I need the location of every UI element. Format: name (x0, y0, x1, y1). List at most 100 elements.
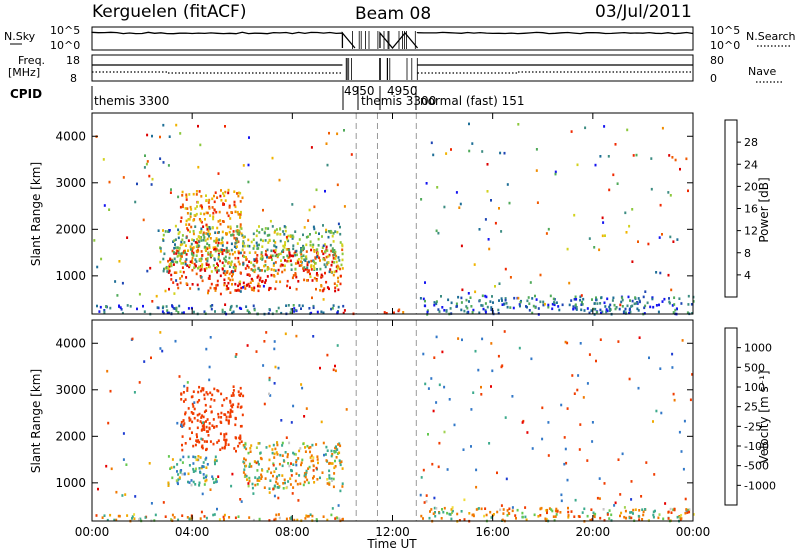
nsky-tick-high: 10^5 (50, 24, 80, 37)
data-pixel (220, 412, 222, 415)
data-pixel (151, 300, 153, 303)
data-pixel (144, 166, 146, 169)
data-pixel (429, 517, 431, 520)
data-pixel (237, 229, 239, 232)
data-pixel (547, 421, 549, 424)
data-pixel (635, 508, 637, 511)
data-pixel (229, 308, 231, 311)
data-pixel (294, 230, 296, 233)
data-pixel (508, 512, 510, 515)
data-pixel (279, 228, 281, 231)
data-pixel (489, 300, 491, 303)
data-pixel (601, 296, 603, 299)
data-pixel (685, 158, 687, 161)
data-pixel (150, 357, 152, 360)
data-pixel (456, 513, 458, 516)
data-pixel (575, 298, 577, 301)
data-pixel (97, 488, 99, 491)
data-pixel (146, 163, 148, 166)
data-pixel (182, 456, 184, 459)
data-pixel (205, 348, 207, 351)
data-pixel (567, 248, 569, 251)
data-pixel (239, 263, 241, 266)
data-pixel (177, 311, 179, 314)
data-pixel (175, 238, 177, 241)
data-pixel (262, 209, 264, 212)
data-pixel (264, 260, 266, 263)
data-pixel (211, 283, 213, 286)
freq-tick-low: 8 (70, 72, 77, 85)
data-pixel (197, 458, 199, 461)
data-pixel (223, 220, 225, 223)
data-pixel (193, 193, 195, 196)
data-pixel (190, 261, 192, 264)
data-pixel (212, 212, 214, 215)
data-pixel (468, 150, 470, 153)
time-axis-label: Time UT (366, 537, 417, 551)
data-pixel (472, 311, 474, 314)
data-pixel (597, 497, 599, 500)
data-pixel (318, 238, 320, 241)
data-pixel (498, 207, 500, 210)
data-pixel (213, 388, 215, 391)
data-pixel (576, 389, 578, 392)
data-pixel (576, 306, 578, 309)
data-pixel (261, 245, 263, 248)
data-pixel (162, 124, 164, 127)
data-pixel (290, 462, 292, 465)
data-pixel (218, 238, 220, 241)
data-pixel (269, 459, 271, 462)
data-pixel (333, 304, 335, 307)
data-pixel (299, 447, 301, 450)
data-pixel (508, 508, 510, 511)
data-pixel (205, 239, 207, 242)
data-pixel (655, 271, 657, 274)
data-pixel (312, 456, 314, 459)
data-pixel (165, 290, 167, 293)
data-pixel (240, 425, 242, 428)
data-pixel (594, 516, 596, 519)
data-pixel (200, 239, 202, 242)
data-pixel (264, 270, 266, 273)
data-pixel (324, 263, 326, 266)
data-pixel (243, 236, 245, 239)
data-pixel (242, 461, 244, 464)
data-pixel (206, 517, 208, 520)
data-pixel (233, 385, 235, 388)
data-pixel (332, 507, 334, 510)
colorbar-tick-label: 20 (744, 180, 758, 193)
data-pixel (272, 488, 274, 491)
data-pixel (306, 407, 308, 410)
data-pixel (240, 252, 242, 255)
data-pixel (450, 307, 452, 310)
data-pixel (256, 230, 258, 233)
data-pixel (195, 439, 197, 442)
data-pixel (511, 395, 513, 398)
data-pixel (237, 445, 239, 448)
data-pixel (215, 481, 217, 484)
data-pixel (174, 258, 176, 261)
data-pixel (295, 480, 297, 483)
data-pixel (528, 296, 530, 299)
data-pixel (181, 444, 183, 447)
data-pixel (175, 279, 177, 282)
data-pixel (218, 172, 220, 175)
nsky-label: N.Sky (4, 30, 36, 43)
data-pixel (273, 275, 275, 278)
data-pixel (222, 268, 224, 271)
data-pixel (277, 497, 279, 500)
data-pixel (276, 441, 278, 444)
data-pixel (317, 458, 319, 461)
data-pixel (143, 360, 145, 363)
data-pixel (438, 512, 440, 515)
data-pixel (283, 487, 285, 490)
data-pixel (644, 290, 646, 293)
data-pixel (187, 212, 189, 215)
data-pixel (217, 280, 219, 283)
data-pixel (550, 508, 552, 511)
data-pixel (262, 364, 264, 367)
data-pixel (209, 366, 211, 369)
data-pixel (335, 370, 337, 373)
data-pixel (297, 242, 299, 245)
data-pixel (180, 459, 182, 462)
